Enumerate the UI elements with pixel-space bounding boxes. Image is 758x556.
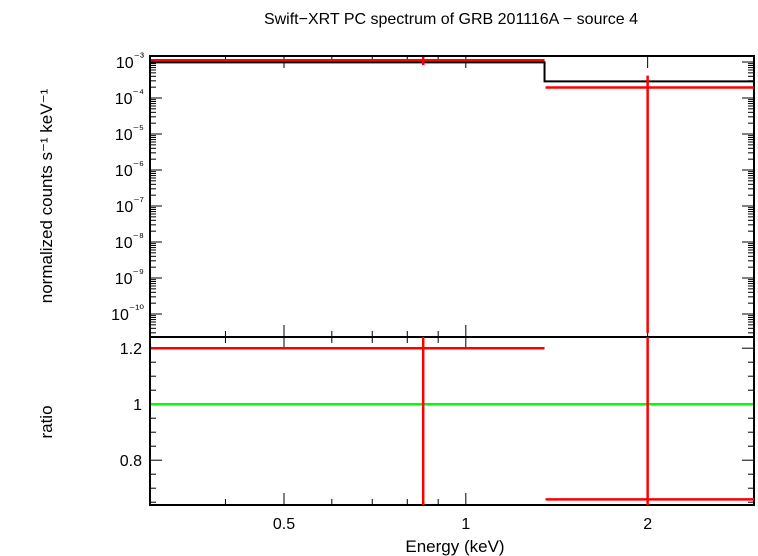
y-tick-label: 10⁻³ bbox=[116, 50, 144, 72]
y-tick-label: 10⁻⁸ bbox=[115, 230, 144, 252]
x-tick-label: 1 bbox=[461, 516, 470, 533]
ratio-tick-label: 1.2 bbox=[120, 341, 142, 358]
x-tick-label: 0.5 bbox=[273, 516, 295, 533]
y-tick-label: 10⁻⁵ bbox=[115, 122, 144, 144]
y-tick-label: 10⁻⁹ bbox=[115, 266, 144, 288]
x-tick-label: 2 bbox=[643, 516, 652, 533]
ratio-panel: 0.8 1 1.2 0.5 1 2 bbox=[120, 336, 755, 533]
top-y-axis-label: normalized counts s⁻¹ keV⁻¹ bbox=[37, 88, 56, 303]
ratio-tick-label: 1 bbox=[133, 397, 142, 414]
y-tick-label: 10⁻⁴ bbox=[115, 86, 144, 108]
y-tick-label: 10⁻⁶ bbox=[115, 158, 144, 180]
spectrum-frame bbox=[149, 55, 755, 338]
x-axis-label: Energy (keV) bbox=[405, 537, 504, 556]
model-step-line bbox=[150, 61, 754, 83]
bottom-y-axis-label: ratio bbox=[37, 405, 56, 438]
chart-title: Swift−XRT PC spectrum of GRB 201116A − s… bbox=[264, 11, 638, 28]
y-tick-label: 10⁻⁷ bbox=[116, 194, 144, 216]
spectrum-panel: 10⁻³ 10⁻⁴ 10⁻⁵ 10⁻⁶ 10⁻⁷ 10⁻⁸ 10⁻⁹ 10⁻¹⁰ bbox=[111, 50, 755, 338]
y-tick-label: 10⁻¹⁰ bbox=[111, 302, 144, 324]
ratio-frame bbox=[149, 336, 755, 506]
ratio-tick-label: 0.8 bbox=[120, 453, 142, 470]
